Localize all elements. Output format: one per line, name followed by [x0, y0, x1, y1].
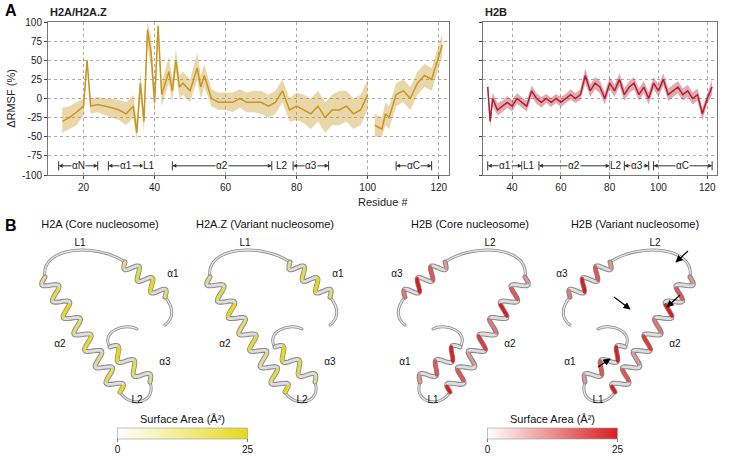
svg-text:L2: L2 [131, 394, 143, 405]
svg-text:α3: α3 [324, 356, 336, 367]
svg-text:α2: α2 [504, 338, 516, 349]
svg-text:H2B (Variant nucleosome): H2B (Variant nucleosome) [571, 218, 699, 230]
svg-text:L1: L1 [74, 237, 86, 248]
svg-text:-100: -100 [22, 170, 42, 181]
svg-text:80: 80 [604, 182, 616, 193]
svg-text:40: 40 [149, 182, 161, 193]
svg-text:L1: L1 [427, 394, 439, 405]
svg-text:80: 80 [291, 182, 303, 193]
svg-text:αC: αC [407, 160, 420, 171]
svg-text:L1: L1 [239, 237, 251, 248]
svg-text:75: 75 [31, 36, 43, 47]
svg-text:α2: α2 [219, 338, 231, 349]
svg-text:α1: α1 [332, 268, 344, 279]
svg-text:αN: αN [72, 160, 85, 171]
svg-text:B: B [5, 217, 17, 234]
svg-text:25: 25 [612, 444, 624, 455]
svg-text:L1: L1 [143, 160, 155, 171]
svg-text:H2B (Core nucleosome): H2B (Core nucleosome) [411, 218, 529, 230]
svg-text:H2A/H2A.Z: H2A/H2A.Z [50, 6, 107, 18]
svg-text:Surface Area (Å²): Surface Area (Å²) [140, 413, 225, 425]
svg-text:100: 100 [25, 17, 42, 28]
svg-text:25: 25 [242, 444, 254, 455]
svg-text:L2: L2 [484, 237, 496, 248]
svg-text:Residue #: Residue # [358, 196, 408, 208]
svg-text:0: 0 [36, 93, 42, 104]
svg-text:α1: α1 [120, 160, 132, 171]
svg-text:60: 60 [220, 182, 232, 193]
svg-text:-25: -25 [28, 112, 43, 123]
svg-text:L2: L2 [610, 160, 622, 171]
svg-text:α1: α1 [499, 160, 511, 171]
svg-text:α3: α3 [556, 268, 568, 279]
svg-text:-50: -50 [28, 131, 43, 142]
svg-text:α3: α3 [159, 356, 171, 367]
svg-text:H2A.Z (Variant nucleosome): H2A.Z (Variant nucleosome) [196, 218, 334, 230]
svg-text:50: 50 [31, 55, 43, 66]
svg-text:α1: α1 [399, 356, 411, 367]
svg-text:0: 0 [115, 444, 121, 455]
svg-text:-75: -75 [28, 150, 43, 161]
svg-text:20: 20 [78, 182, 90, 193]
svg-text:α2: α2 [568, 160, 580, 171]
svg-text:H2B: H2B [485, 6, 507, 18]
svg-text:120: 120 [699, 182, 716, 193]
svg-text:100: 100 [359, 182, 376, 193]
svg-text:0: 0 [485, 444, 491, 455]
svg-text:L2: L2 [276, 160, 288, 171]
svg-text:L1: L1 [523, 160, 535, 171]
html-text:A: A [5, 2, 17, 19]
svg-text:α3: α3 [391, 268, 403, 279]
svg-text:40: 40 [507, 182, 519, 193]
svg-text:H2A (Core nucleosome): H2A (Core nucleosome) [41, 218, 158, 230]
svg-text:L2: L2 [649, 237, 661, 248]
svg-text:100: 100 [650, 182, 667, 193]
svg-text:120: 120 [430, 182, 447, 193]
svg-text:α1: α1 [167, 268, 179, 279]
svg-text:α2: α2 [216, 160, 228, 171]
svg-text:α3: α3 [305, 160, 317, 171]
svg-text:α2: α2 [54, 338, 66, 349]
svg-text:α3: α3 [631, 160, 643, 171]
svg-text:αC: αC [676, 160, 689, 171]
svg-text:α2: α2 [669, 338, 681, 349]
svg-text:Surface Area (Å²): Surface Area (Å²) [510, 413, 595, 425]
svg-text:L2: L2 [296, 394, 308, 405]
svg-text:L1: L1 [592, 394, 604, 405]
svg-text:α1: α1 [564, 356, 576, 367]
svg-text:ΔRMSF (%): ΔRMSF (%) [5, 69, 17, 128]
svg-text:60: 60 [555, 182, 567, 193]
svg-text:25: 25 [31, 74, 43, 85]
